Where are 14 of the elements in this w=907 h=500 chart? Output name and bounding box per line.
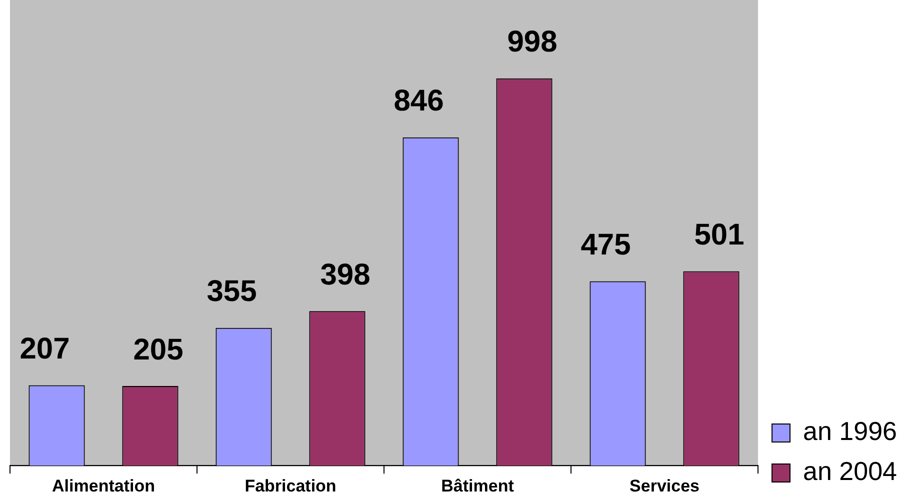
data-label: 475 [580, 228, 631, 262]
legend-label: an 2004 [803, 456, 897, 486]
data-label: 501 [694, 218, 744, 252]
data-label: 355 [206, 275, 257, 308]
data-label: 205 [133, 333, 184, 366]
x-tick-label: Alimentation [52, 476, 155, 496]
data-label: 846 [394, 84, 444, 118]
x-tick-label: Services [630, 476, 700, 496]
x-tick-label: Fabrication [244, 476, 336, 496]
x-tick-label: Bâtiment [441, 476, 514, 496]
data-label: 398 [320, 258, 370, 292]
data-label: 998 [507, 26, 558, 59]
legend-label: an 1996 [803, 416, 897, 446]
data-label: 207 [20, 332, 70, 366]
